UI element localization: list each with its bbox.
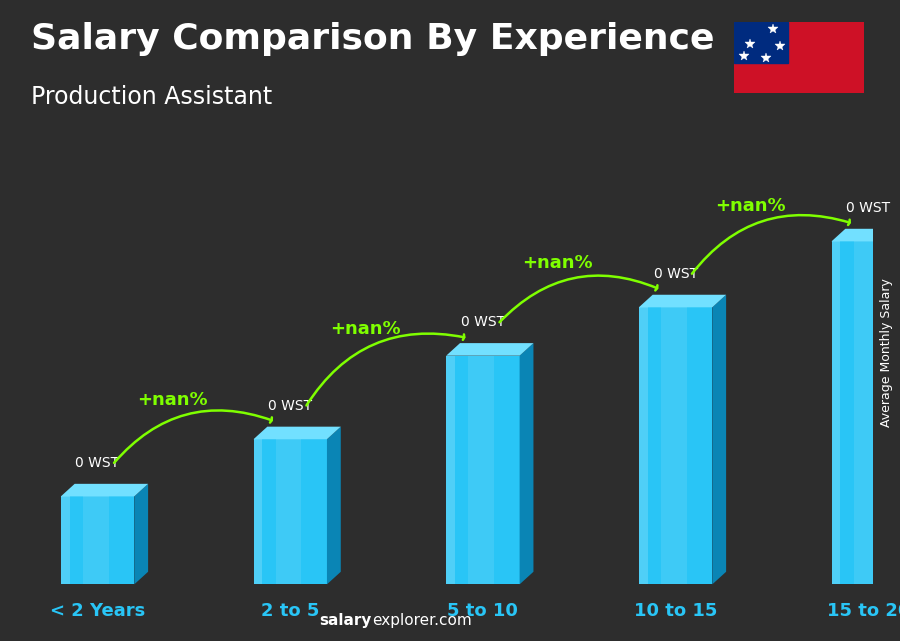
Text: Production Assistant: Production Assistant (31, 85, 272, 109)
Polygon shape (254, 439, 262, 585)
Polygon shape (254, 427, 341, 439)
Polygon shape (61, 496, 69, 585)
Text: 0 WST: 0 WST (846, 201, 890, 215)
Polygon shape (275, 439, 302, 585)
Polygon shape (639, 295, 726, 307)
Text: < 2 Years: < 2 Years (50, 602, 145, 620)
Text: +nan%: +nan% (715, 197, 786, 215)
Polygon shape (853, 242, 879, 585)
Text: salary: salary (320, 613, 372, 628)
Polygon shape (661, 307, 687, 585)
Polygon shape (134, 484, 148, 585)
Text: 0 WST: 0 WST (653, 267, 698, 281)
Text: 15 to 20: 15 to 20 (826, 602, 900, 620)
Text: +nan%: +nan% (329, 320, 400, 338)
Polygon shape (468, 356, 494, 585)
Polygon shape (446, 356, 455, 585)
Polygon shape (61, 484, 148, 496)
Polygon shape (83, 496, 109, 585)
Polygon shape (832, 242, 900, 585)
Text: +nan%: +nan% (137, 391, 208, 409)
Text: Salary Comparison By Experience: Salary Comparison By Experience (31, 22, 714, 56)
Polygon shape (327, 427, 341, 585)
Text: 0 WST: 0 WST (268, 399, 312, 413)
Polygon shape (446, 356, 519, 585)
Polygon shape (446, 343, 534, 356)
Text: +nan%: +nan% (522, 254, 593, 272)
Text: 0 WST: 0 WST (76, 456, 120, 470)
Text: explorer.com: explorer.com (372, 613, 472, 628)
Polygon shape (832, 242, 841, 585)
Polygon shape (639, 307, 648, 585)
Text: 10 to 15: 10 to 15 (634, 602, 717, 620)
Polygon shape (519, 343, 534, 585)
Polygon shape (832, 229, 900, 242)
Polygon shape (254, 439, 327, 585)
Bar (734, 22, 788, 63)
Text: 2 to 5: 2 to 5 (261, 602, 320, 620)
Polygon shape (61, 496, 134, 585)
Text: 5 to 10: 5 to 10 (447, 602, 518, 620)
Polygon shape (639, 307, 712, 585)
Text: 0 WST: 0 WST (461, 315, 505, 329)
Text: Average Monthly Salary: Average Monthly Salary (880, 278, 893, 427)
Polygon shape (712, 295, 726, 585)
